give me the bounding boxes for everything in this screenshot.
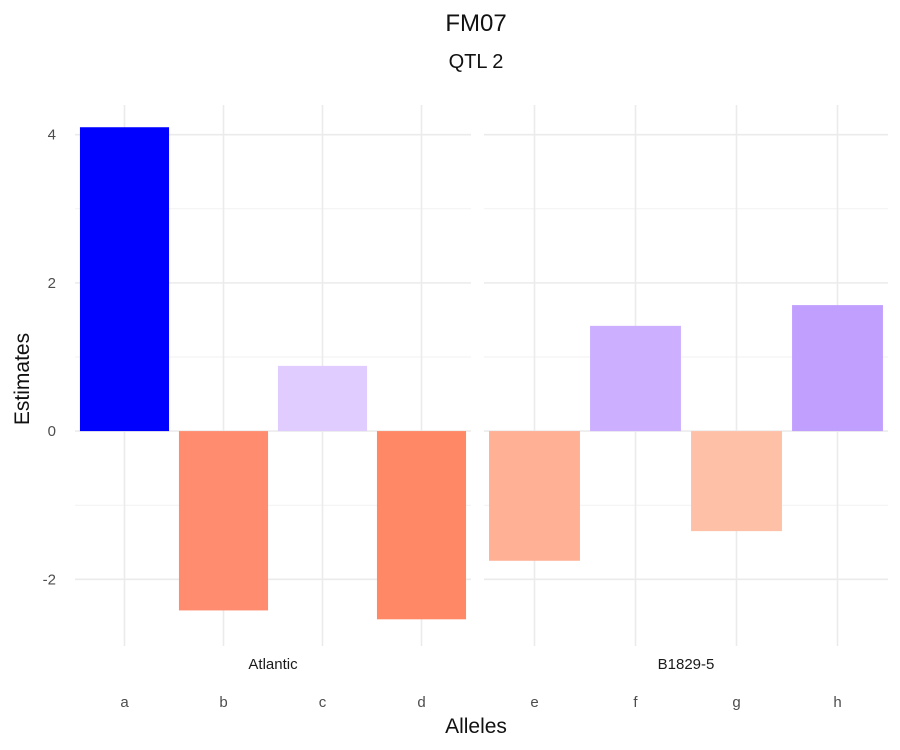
bar-d xyxy=(376,431,467,620)
facet-strip-label: B1829-5 xyxy=(658,656,715,673)
plot-panels: Atlantic a b c d B1829-5 e f g h xyxy=(75,105,888,711)
x-tick-label: f xyxy=(633,694,638,711)
y-tick-label: -2 xyxy=(43,571,56,588)
bar-e xyxy=(489,431,580,561)
x-tick-label: e xyxy=(530,694,538,711)
x-tick-label: d xyxy=(417,694,425,711)
chart-title: FM07 xyxy=(445,10,506,37)
bar-g xyxy=(691,431,782,532)
x-tick-label: a xyxy=(120,694,129,711)
x-tick-label: h xyxy=(833,694,841,711)
y-axis-title: Estimates xyxy=(11,333,34,425)
x-tick-label: c xyxy=(319,694,327,711)
chart-subtitle: QTL 2 xyxy=(449,51,504,73)
bar-h xyxy=(792,305,883,432)
bar-b xyxy=(178,431,269,611)
y-tick-label: 4 xyxy=(48,127,56,144)
x-tick-label: b xyxy=(219,694,227,711)
panel-1: Atlantic a b c d xyxy=(75,105,471,711)
panel-2: B1829-5 e f g h xyxy=(484,105,888,711)
x-axis-title: Alleles xyxy=(445,715,507,738)
bar-a xyxy=(79,127,170,432)
facet-strip-label: Atlantic xyxy=(248,656,298,673)
y-axis-ticks: 4 2 0 -2 xyxy=(43,127,56,589)
bar-f xyxy=(590,325,681,432)
y-tick-label: 2 xyxy=(48,275,56,292)
y-tick-label: 0 xyxy=(48,423,56,440)
x-tick-label: g xyxy=(732,694,740,711)
bar-c xyxy=(277,365,368,432)
